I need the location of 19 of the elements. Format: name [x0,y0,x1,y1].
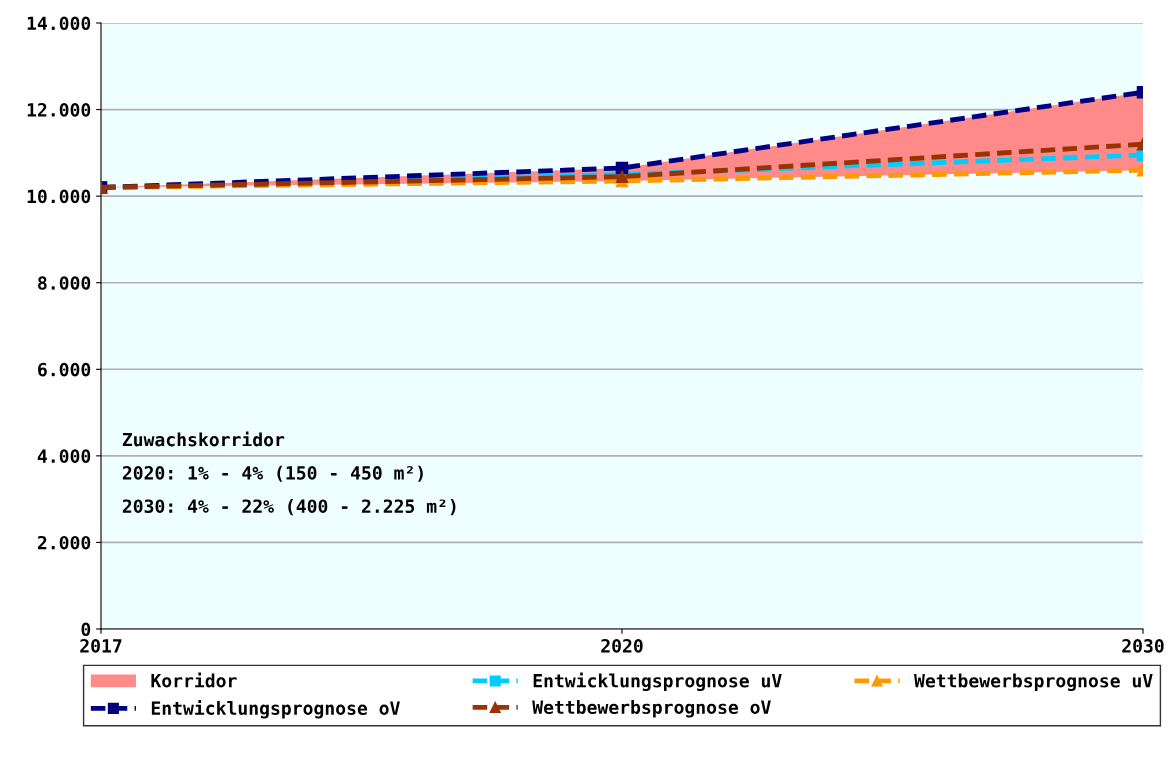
y-tick-label: 8.000 [38,276,91,290]
y-tick-label: 14.000 [27,16,91,31]
annotation: 2030: 4% - 22% (400 - 2.225 m²) [122,499,456,516]
y-tick-label: 0 [81,622,91,637]
y-tick-label: 4.000 [37,449,91,463]
x-tick-label: 2017 [80,639,122,653]
legend-label: Wettbewerbsprognose oV [532,700,771,718]
legend-label: Korridor [151,672,237,688]
x-tick-label: 2030 [1122,639,1164,653]
legend-label: Wettbewerbsprognose uV [914,673,1153,692]
annotation: Zuwachskorridor [122,431,285,447]
legend-label: Entwicklungsprognose uV [533,672,782,692]
annotation: 2020: 1% - 4% (150 - 450 m²) [122,465,423,482]
y-tick-label: 2.000 [37,535,91,550]
legend-label: Entwicklungsprognose oV [151,700,400,719]
x-tick-label: 2020 [601,639,643,653]
y-tick-label: 6.000 [38,362,91,377]
y-tick-label: 10.000 [27,189,91,204]
y-tick-label: 12.000 [27,103,91,117]
